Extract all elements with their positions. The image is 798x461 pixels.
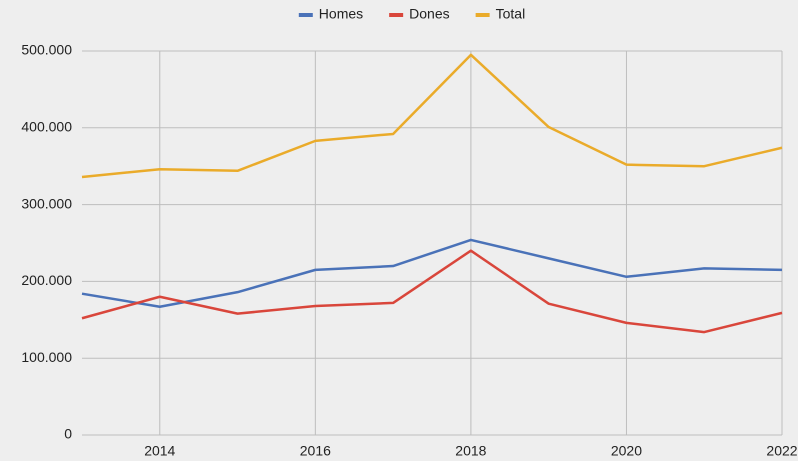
- y-tick-label: 400.000: [21, 119, 72, 135]
- x-tick-label: 2014: [144, 443, 175, 459]
- series-line: [81, 238, 783, 308]
- x-tick-label: 2016: [300, 443, 331, 459]
- legend-label: Total: [496, 6, 526, 22]
- y-tick-label: 300.000: [21, 195, 72, 211]
- legend-label: Dones: [409, 6, 449, 22]
- y-tick-label: 0: [64, 426, 72, 442]
- x-tick-label: 2018: [455, 443, 486, 459]
- x-tick-label: 2022: [766, 443, 797, 459]
- y-tick-label: 500.000: [21, 42, 72, 58]
- y-tick-label: 100.000: [21, 349, 72, 365]
- series-line: [81, 249, 783, 334]
- series-line: [81, 53, 783, 179]
- y-tick-label: 200.000: [21, 272, 72, 288]
- legend-label: Homes: [319, 6, 363, 22]
- x-tick-label: 2020: [611, 443, 642, 459]
